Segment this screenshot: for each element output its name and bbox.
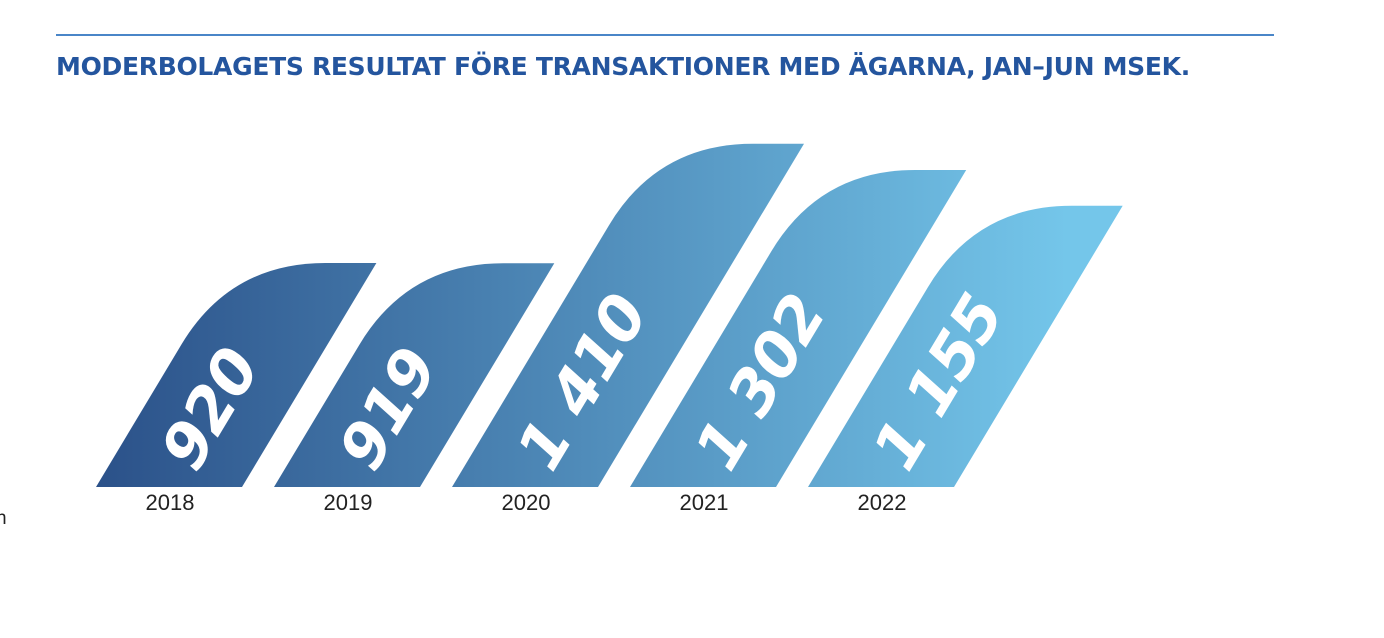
chart-title: MODERBOLAGETS RESULTAT FÖRE TRANSAKTIONE… bbox=[56, 52, 1190, 81]
bar-2021 bbox=[630, 170, 967, 487]
header-rule bbox=[56, 34, 1274, 36]
bar-group bbox=[96, 143, 1123, 488]
category-label-group: 2018 2019 2020 2021 2022 bbox=[146, 490, 907, 515]
x-tick-label-2018: 2018 bbox=[146, 490, 195, 515]
bar-2019 bbox=[274, 263, 555, 487]
x-tick-label-2021: 2021 bbox=[680, 490, 729, 515]
x-tick-label-2019: 2019 bbox=[324, 490, 373, 515]
x-tick-label-2020: 2020 bbox=[502, 490, 551, 515]
bar-2020 bbox=[452, 143, 804, 487]
x-tick-label-2022: 2022 bbox=[858, 490, 907, 515]
bar-2018 bbox=[96, 263, 377, 487]
cropped-text-fragment: n bbox=[0, 508, 7, 529]
bar-2022 bbox=[808, 205, 1123, 488]
